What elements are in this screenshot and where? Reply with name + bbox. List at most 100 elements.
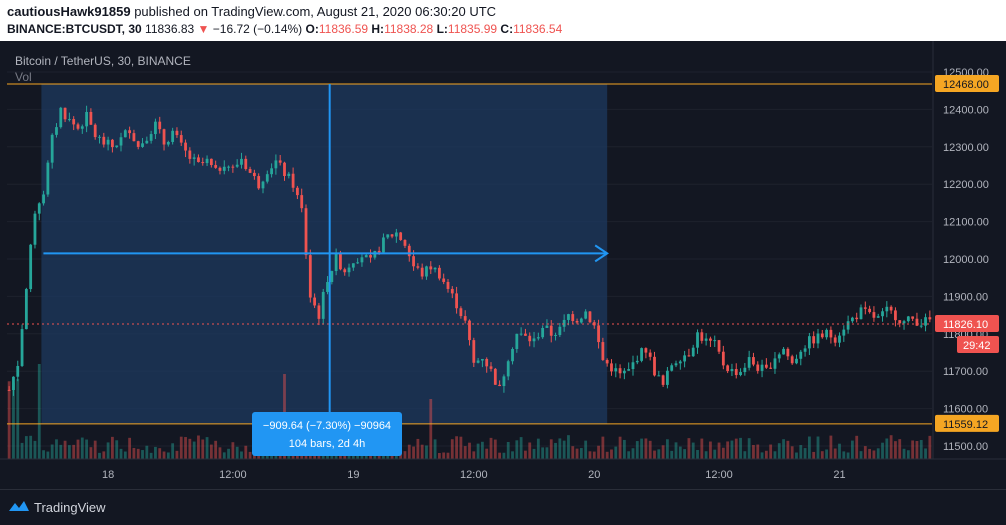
volume-bar xyxy=(743,451,747,459)
candle-body xyxy=(610,363,613,372)
candle-body xyxy=(627,369,631,371)
candle-body xyxy=(119,137,123,146)
candle-body xyxy=(614,368,618,372)
volume-bar xyxy=(481,441,484,459)
candle-body xyxy=(257,176,261,189)
close-label: C: xyxy=(500,22,514,36)
volume-bar xyxy=(235,446,239,459)
volume-bar xyxy=(532,448,536,459)
candle-body xyxy=(721,351,725,366)
candle-body xyxy=(592,322,596,326)
candlestick-chart[interactable]: 11500.0011600.0011700.0011800.0011900.00… xyxy=(0,41,1006,489)
volume-bar xyxy=(876,448,880,459)
volume-bar xyxy=(536,438,540,459)
candle-body xyxy=(622,370,626,374)
candle-body xyxy=(433,267,437,270)
x-tick-label: 21 xyxy=(833,469,845,481)
candle-body xyxy=(704,338,708,341)
candle-body xyxy=(162,129,166,145)
volume-bar xyxy=(524,450,527,459)
volume-bar xyxy=(59,444,63,459)
candle-body xyxy=(76,124,80,129)
volume-bar xyxy=(541,447,545,459)
volume-bar xyxy=(33,440,37,459)
volume-bar xyxy=(567,435,570,459)
candle-body xyxy=(885,306,889,312)
candle-body xyxy=(635,360,639,363)
volume-bar xyxy=(657,449,661,459)
candle-body xyxy=(902,321,906,324)
volume-bar xyxy=(493,439,497,459)
lower-level-tag-bg xyxy=(935,414,999,432)
volume-bar xyxy=(515,440,519,459)
candle-body xyxy=(846,321,850,330)
high-value: 11838.28 xyxy=(384,22,434,36)
volume-bar xyxy=(924,448,927,459)
candle-body xyxy=(209,158,213,166)
current-price-tag: 11826.10 xyxy=(943,319,988,331)
candle-body xyxy=(313,297,317,306)
candle-body xyxy=(63,107,67,120)
candle-body xyxy=(446,281,450,289)
candle-body xyxy=(166,141,170,145)
volume-bar xyxy=(489,437,493,459)
volume-bar xyxy=(764,450,768,459)
candle-body xyxy=(666,370,669,385)
volume-bar xyxy=(605,451,609,459)
candle-body xyxy=(851,317,854,322)
candle-body xyxy=(868,308,872,313)
low-label: L: xyxy=(436,22,448,36)
volume-bar xyxy=(756,444,760,459)
volume-bar xyxy=(829,435,833,459)
volume-bar xyxy=(618,436,622,459)
candle-body xyxy=(481,358,484,361)
candle-body xyxy=(171,130,175,142)
x-tick-label: 12:00 xyxy=(705,469,733,481)
candle-body xyxy=(29,244,33,290)
candle-body xyxy=(106,139,110,145)
volume-bar xyxy=(885,438,889,459)
legend-volume: Vol xyxy=(15,70,32,84)
candle-body xyxy=(752,357,755,365)
candle-body xyxy=(394,232,398,237)
volume-bar xyxy=(678,446,682,459)
tradingview-logo-icon[interactable] xyxy=(8,499,30,515)
candle-body xyxy=(403,239,407,246)
author-name[interactable]: cautiousHawk91859 xyxy=(7,4,131,19)
candle-body xyxy=(399,232,403,240)
volume-bar xyxy=(511,451,514,459)
volume-bar xyxy=(80,437,84,459)
y-tick-label: 12300.00 xyxy=(943,142,989,154)
candle-body xyxy=(713,340,717,342)
candle-body xyxy=(283,162,286,177)
volume-bar xyxy=(915,440,919,459)
candle-body xyxy=(872,312,876,318)
candle-body xyxy=(838,335,841,343)
candle-body xyxy=(924,317,927,326)
chart-area[interactable]: 11500.00 11600.00 11700.00 11800.00 11900.00… xyxy=(0,41,1006,489)
down-arrow-icon: ▼ xyxy=(197,22,210,36)
price-axis xyxy=(933,41,1006,459)
volume-bar xyxy=(12,382,15,459)
volume-bar xyxy=(192,441,196,459)
candle-body xyxy=(343,269,347,273)
volume-bar xyxy=(149,452,153,459)
candle-body xyxy=(339,254,342,270)
volume-bar xyxy=(545,447,549,459)
volume-bar xyxy=(584,440,588,459)
candle-body xyxy=(201,162,205,164)
volume-bar xyxy=(455,436,458,459)
volume-bar xyxy=(171,443,175,459)
volume-bar xyxy=(50,444,54,459)
candle-body xyxy=(894,310,897,321)
y-tick-label: 11700.00 xyxy=(943,366,988,378)
candle-body xyxy=(67,119,71,121)
volume-bar xyxy=(816,436,820,459)
volume-bar xyxy=(627,451,631,459)
countdown-label: 29:42 xyxy=(963,340,991,352)
last-price: 11836.83 xyxy=(145,22,195,36)
candle-body xyxy=(231,166,235,168)
candle-body xyxy=(154,121,157,135)
brand-name[interactable]: TradingView xyxy=(34,500,106,515)
volume-bar xyxy=(433,439,437,459)
